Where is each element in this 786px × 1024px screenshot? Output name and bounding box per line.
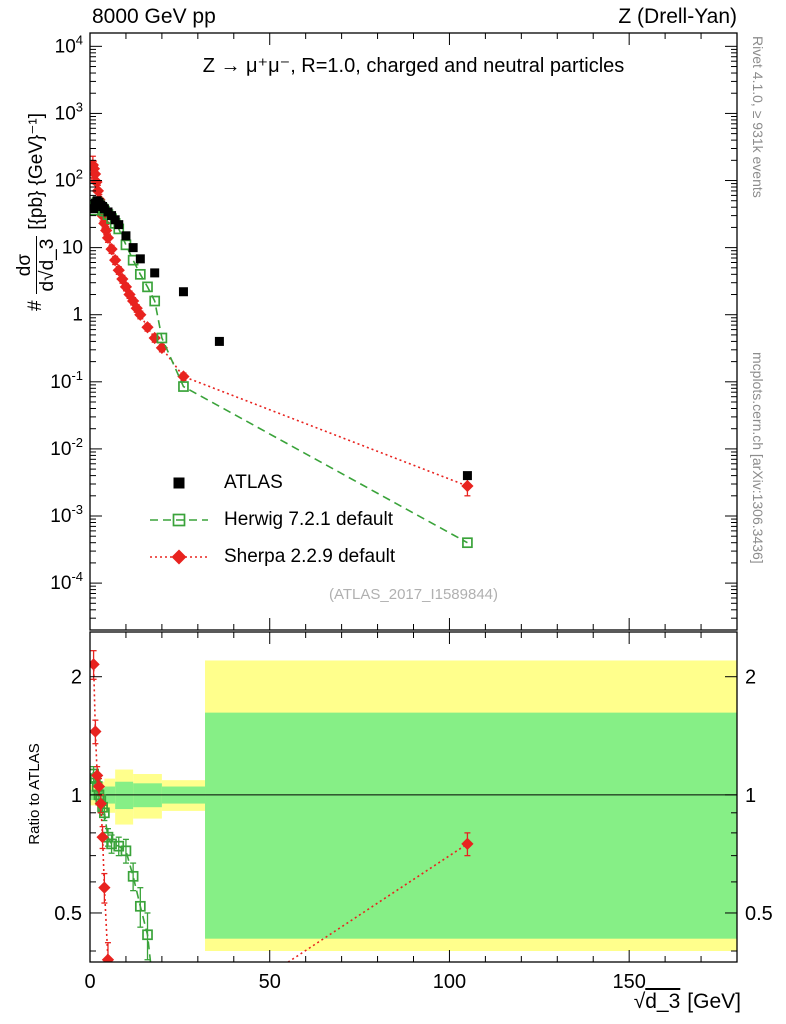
legend-label: Sherpa 2.2.9 default [224,545,396,567]
svg-text:10-3: 10-3 [50,502,83,527]
svg-text:2: 2 [71,667,82,689]
plot-title: Z → μ⁺μ⁻, R=1.0, charged and neutral par… [202,55,625,77]
legend: ATLAS Herwig 7.2.1 default Sherpa 2.2.9 … [148,464,395,575]
svg-text:150: 150 [612,971,645,993]
series-atlas [90,196,472,481]
svg-text:1: 1 [72,305,83,326]
legend-item-sherpa: Sherpa 2.2.9 default [148,538,395,575]
svg-text:0: 0 [84,971,95,993]
svg-text:50: 50 [259,971,281,993]
y-label-numerator: dσ [14,235,37,295]
x-axis-label: √d_3 [GeV] [633,990,741,1013]
legend-item-herwig: Herwig 7.2.1 default [148,501,395,538]
y-label-units: [{pb} {GeV}⁻¹] [25,112,47,230]
herwig-marker-icon [150,513,208,526]
rivet-version-note: Rivet 4.1.0, ≥ 931k events [750,36,766,198]
svg-text:100: 100 [433,971,466,993]
series-sherpa-ratio [90,650,474,962]
atlas-marker-icon [173,477,185,488]
header-beam-energy: 8000 GeV pp [92,5,216,28]
y-label-prefix: # [25,300,47,312]
axis-ticks [89,33,738,962]
svg-text:10: 10 [62,238,83,259]
legend-label: Herwig 7.2.1 default [224,508,393,530]
ratio-uncertainty-bands [90,660,737,952]
sherpa-marker-icon [150,549,208,564]
series-sherpa [90,155,474,497]
y-label-denominator: d√d_3 [36,238,58,292]
y-label-fraction: dσ d√d_3 [14,235,59,295]
svg-text:0.5: 0.5 [54,903,82,925]
legend-label: ATLAS [224,471,283,493]
main-y-axis-label: # dσ d√d_3 [{pb} {GeV}⁻¹] [14,32,59,392]
legend-item-atlas: ATLAS [148,464,395,501]
svg-text:0.5: 0.5 [745,903,773,925]
svg-text:103: 103 [55,99,83,124]
mcplots-arxiv-note: mcplots.cern.ch [arXiv:1306.3436] [750,352,766,564]
svg-text:104: 104 [55,32,83,57]
svg-text:102: 102 [55,167,83,192]
svg-text:1: 1 [71,785,82,807]
svg-text:10-2: 10-2 [50,435,83,460]
ratio-y-axis-label: Ratio to ATLAS [26,743,43,845]
svg-text:10-4: 10-4 [50,569,83,594]
analysis-id-watermark: (ATLAS_2017_I1589844) [328,586,498,603]
header-process: Z (Drell-Yan) [618,5,737,28]
svg-text:2: 2 [745,667,756,689]
svg-text:1: 1 [745,785,756,807]
